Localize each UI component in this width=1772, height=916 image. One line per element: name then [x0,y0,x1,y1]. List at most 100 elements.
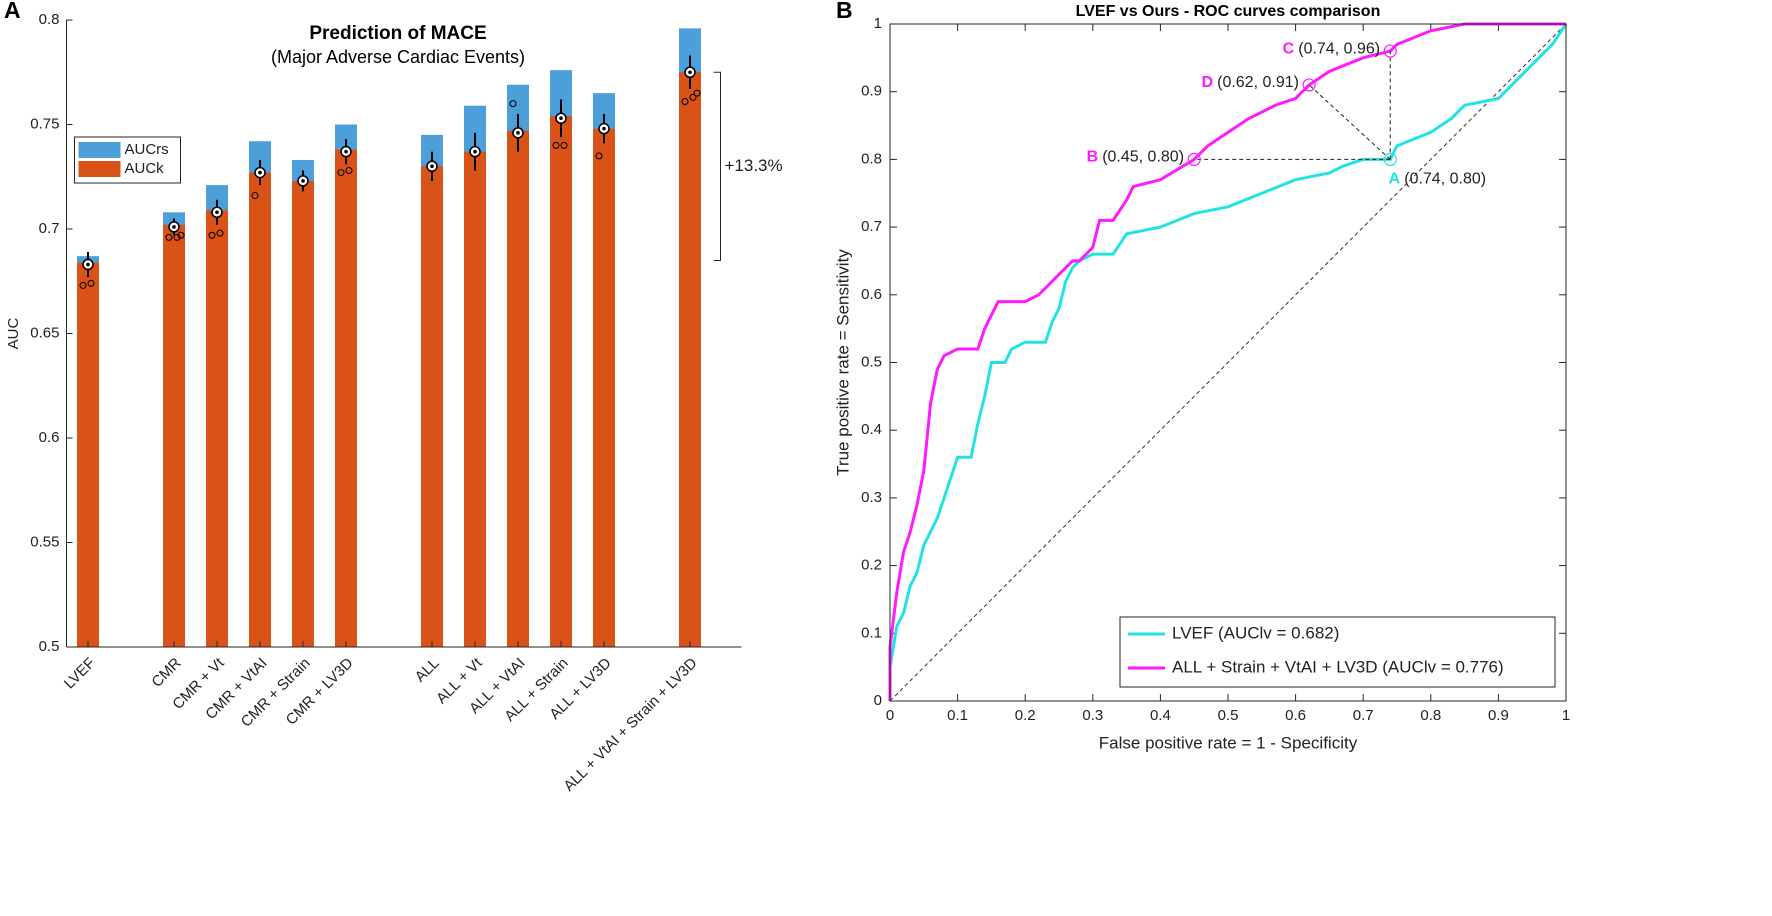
legend-label: ALL + Strain + VtAI + LV3D (AUClv = 0.77… [1172,657,1504,676]
x-tick-label: ALL [412,655,443,686]
x-tick-label: 0.2 [1015,707,1036,724]
y-tick-label: 0.7 [861,218,882,235]
x-tick-label: 0.3 [1082,707,1103,724]
sample-point [560,141,568,149]
x-tick-label: 1 [1562,707,1570,724]
y-tick-label: 0.65 [30,324,59,341]
x-tick-label: 0.8 [1420,707,1441,724]
sample-point [345,166,353,174]
y-tick-label: 0.7 [39,220,60,237]
x-tick-label: 0.9 [1488,707,1509,724]
sample-point [87,279,95,287]
x-tick-label: 0 [886,707,894,724]
annotation-label: (0.74, 0.80) [1404,171,1486,188]
bar [593,128,615,647]
legend-swatch [78,142,121,158]
sample-point [552,141,560,149]
mean-dot [516,131,520,135]
y-tick-label: 0.1 [861,624,882,641]
sample-point [79,281,87,289]
bracket-label: +13.3% [725,156,783,175]
annotation-letter: C [1283,40,1295,57]
y-axis-label: AUC [5,317,22,349]
legend-box [1119,616,1556,688]
roc-curve [888,22,1566,701]
chart-title: LVEF vs Ours - ROC curves comparison [1076,3,1381,20]
legend-label: AUCrs [125,141,169,158]
operating-point [1187,152,1201,166]
x-tick-label: 0.7 [1353,707,1374,724]
y-tick-label: 0.75 [30,115,59,132]
mean-dot [430,164,434,169]
mean-dot [602,126,606,131]
x-tick-label: LVEF [61,655,99,693]
y-tick-label: 0.6 [39,429,60,446]
sample-point [337,169,345,177]
mean-dot [559,116,563,121]
legend-label: AUCk [125,160,165,177]
bar [292,180,314,647]
bar [421,166,443,648]
operating-point [1383,152,1397,166]
annotation-label: (0.74, 0.96) [1298,40,1380,57]
legend-label: LVEF (AUClv = 0.682) [1172,623,1339,642]
y-tick-label: 0.4 [861,421,882,438]
x-tick-label: 0.1 [947,707,968,724]
operating-point [1383,44,1397,58]
panel-label: A [4,0,21,23]
x-tick-label: 0.5 [1218,707,1239,724]
y-tick-label: 0.5 [861,353,882,370]
x-tick-label: 0.4 [1150,707,1171,724]
mean-dot [258,170,262,175]
mean-dot [215,210,219,215]
annotation-label: (0.62, 0.91) [1217,74,1299,91]
legend-swatch [78,161,121,177]
sample-point [173,233,181,241]
bar [249,172,271,647]
y-tick-label: 0.5 [39,638,60,655]
y-tick-label: 0.9 [861,83,882,100]
sample-point [208,231,216,239]
connector [1308,84,1391,160]
bar [464,151,486,648]
y-tick-label: 0.8 [39,11,60,28]
bar [77,262,99,647]
x-tick-label: CMR [148,655,184,691]
sample-point [595,152,603,160]
y-tick-label: 1 [874,15,882,32]
chart-subtitle: (Major Adverse Cardiac Events) [271,47,525,67]
sample-point [216,229,224,237]
sample-point [689,93,697,101]
bar [206,210,228,647]
roc-curve [888,23,1568,701]
annotation-letter: B [1087,149,1099,166]
bar [163,224,185,647]
bar [507,130,529,647]
diagonal [889,23,1567,702]
y-axis-label: True positive rate = Sensitivity [833,249,852,476]
sample-point [165,233,173,241]
mean-dot [688,70,692,75]
x-axis-label: False positive rate = 1 - Specificity [1099,733,1358,752]
panel-label: B [836,0,853,23]
bar [679,72,701,647]
mean-dot [473,149,477,154]
x-tick-label: 0.6 [1285,707,1306,724]
mean-dot [301,179,305,183]
bracket [713,71,721,261]
mean-dot [172,225,176,229]
y-tick-label: 0.55 [30,533,59,550]
y-tick-label: 0.6 [861,286,882,303]
y-tick-label: 0.8 [861,150,882,167]
axes-box [889,23,1567,702]
sample-point [509,100,517,108]
bar [335,149,357,647]
sample-point [693,89,701,97]
y-tick-label: 0 [874,692,882,709]
sample-point [681,98,689,106]
mean-dot [86,262,90,267]
annotation-letter: A [1389,171,1401,188]
chart-title: Prediction of MACE [309,23,486,44]
